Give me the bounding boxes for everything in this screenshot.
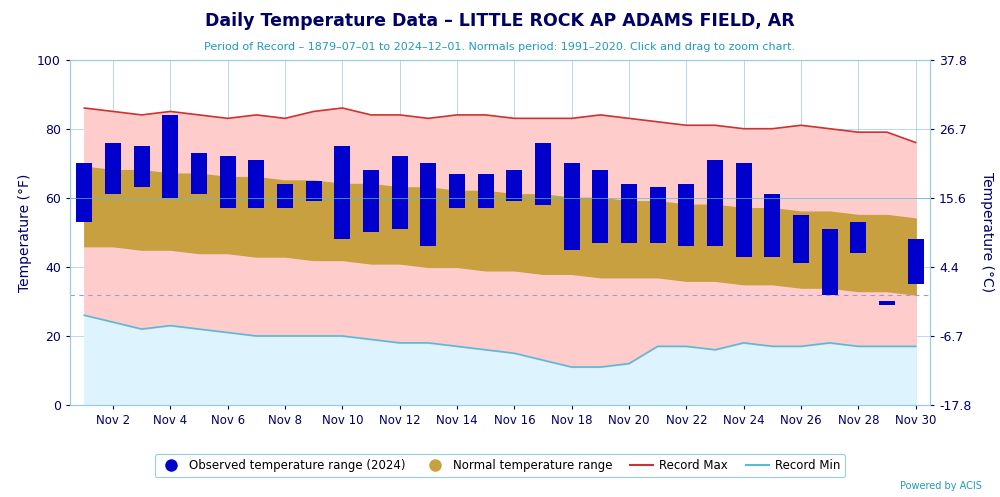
Bar xyxy=(277,184,293,208)
Bar xyxy=(879,301,895,305)
Legend: Observed temperature range (2024), Normal temperature range, Record Max, Record : Observed temperature range (2024), Norma… xyxy=(155,454,845,477)
Bar xyxy=(220,157,236,208)
Bar xyxy=(162,115,178,198)
Bar xyxy=(449,173,465,208)
Bar xyxy=(363,170,379,232)
Bar xyxy=(248,160,264,208)
Bar xyxy=(105,143,121,194)
Bar xyxy=(420,163,436,246)
Bar xyxy=(334,146,350,239)
Bar xyxy=(392,157,408,229)
Text: Period of Record – 1879–07–01 to 2024–12–01. Normals period: 1991–2020. Click an: Period of Record – 1879–07–01 to 2024–12… xyxy=(204,42,796,52)
Bar xyxy=(822,229,838,295)
Text: Powered by ACIS: Powered by ACIS xyxy=(900,481,982,491)
Y-axis label: Temperature (°C): Temperature (°C) xyxy=(980,172,994,292)
Bar xyxy=(621,184,637,243)
Bar xyxy=(793,215,809,263)
Bar xyxy=(564,163,580,249)
Bar xyxy=(736,163,752,256)
Bar xyxy=(678,184,694,246)
Y-axis label: Temperature (°F): Temperature (°F) xyxy=(18,173,32,292)
Bar xyxy=(650,187,666,243)
Bar xyxy=(764,194,780,256)
Bar xyxy=(850,222,866,253)
Bar xyxy=(707,160,723,246)
Bar xyxy=(191,153,207,194)
Bar xyxy=(506,170,522,201)
Bar xyxy=(306,180,322,201)
Bar xyxy=(134,146,150,187)
Bar xyxy=(592,170,608,243)
Bar xyxy=(76,163,92,222)
Bar xyxy=(908,239,924,284)
Text: Daily Temperature Data – LITTLE ROCK AP ADAMS FIELD, AR: Daily Temperature Data – LITTLE ROCK AP … xyxy=(205,12,795,30)
Bar xyxy=(535,143,551,205)
Bar xyxy=(478,173,494,208)
